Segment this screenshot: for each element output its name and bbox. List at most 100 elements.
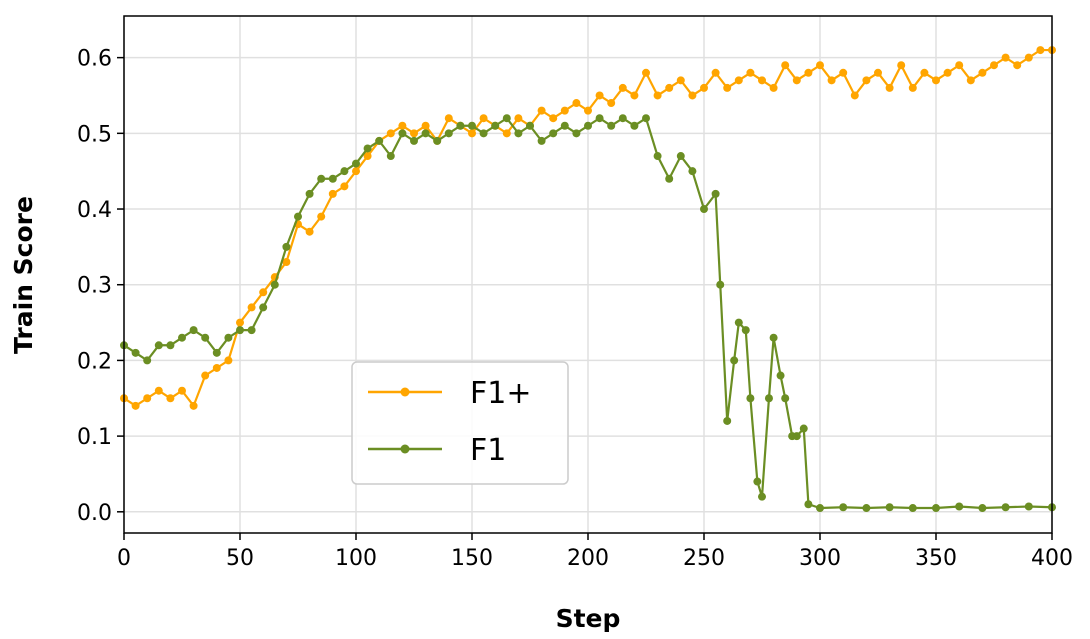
data-point xyxy=(716,280,725,289)
x-tick-label: 400 xyxy=(1031,546,1073,571)
x-tick-label: 200 xyxy=(567,546,609,571)
data-point xyxy=(753,477,762,486)
data-point xyxy=(282,242,291,251)
data-point xyxy=(769,83,778,92)
data-point xyxy=(1013,61,1022,70)
x-axis-label: Step xyxy=(556,604,621,633)
data-point xyxy=(630,121,639,130)
data-point xyxy=(143,394,152,403)
data-point xyxy=(700,205,708,214)
data-point xyxy=(799,424,808,433)
data-point xyxy=(154,386,163,395)
data-point xyxy=(201,333,210,342)
data-point xyxy=(908,83,917,92)
legend-marker-f1 xyxy=(400,444,410,454)
data-point xyxy=(178,386,186,395)
data-point xyxy=(537,136,546,145)
data-point xyxy=(270,280,279,289)
data-point xyxy=(363,152,372,161)
series-f1 xyxy=(120,114,1056,513)
data-point xyxy=(595,114,604,123)
data-point xyxy=(410,129,418,138)
data-point xyxy=(236,318,244,327)
data-point xyxy=(723,83,732,92)
data-point xyxy=(734,76,743,85)
data-point xyxy=(839,68,848,77)
data-point xyxy=(317,174,326,183)
y-tick-label: 0.1 xyxy=(77,425,112,450)
data-point xyxy=(676,152,685,161)
data-point xyxy=(862,504,871,513)
data-point xyxy=(932,76,940,85)
data-point xyxy=(966,76,975,85)
data-point xyxy=(421,129,430,138)
data-point xyxy=(730,356,739,365)
data-point xyxy=(224,333,233,342)
x-tick-label: 0 xyxy=(117,546,131,571)
data-point xyxy=(978,504,987,513)
y-axis-label: Train Score xyxy=(9,196,38,354)
data-point xyxy=(352,159,360,168)
data-point xyxy=(584,106,592,115)
data-point xyxy=(723,416,732,425)
data-point xyxy=(305,227,314,236)
data-point xyxy=(421,121,430,130)
data-point xyxy=(1024,53,1033,62)
data-point xyxy=(537,106,546,115)
x-tick-label: 50 xyxy=(226,546,254,571)
data-point xyxy=(236,326,244,335)
data-point xyxy=(456,121,465,130)
data-point xyxy=(247,303,256,312)
data-point xyxy=(792,76,801,85)
data-point xyxy=(259,288,268,297)
data-point xyxy=(850,91,859,100)
data-point xyxy=(741,326,750,335)
data-point xyxy=(908,504,917,513)
data-point xyxy=(398,121,407,130)
data-point xyxy=(711,189,720,198)
data-point xyxy=(1036,46,1045,55)
data-point xyxy=(560,106,569,115)
data-point xyxy=(758,76,766,85)
data-point xyxy=(584,121,592,130)
data-point xyxy=(224,356,233,365)
y-tick-label: 0.0 xyxy=(77,501,112,526)
data-point xyxy=(479,129,488,138)
data-point xyxy=(189,401,198,410)
data-point xyxy=(352,167,360,176)
data-point xyxy=(282,258,291,267)
data-point xyxy=(874,68,882,77)
data-point xyxy=(259,303,268,312)
data-point xyxy=(653,91,662,100)
data-point xyxy=(816,61,824,70)
data-point xyxy=(1001,53,1010,62)
data-point xyxy=(839,503,848,512)
data-point xyxy=(642,114,650,123)
data-point xyxy=(560,121,569,130)
data-point xyxy=(816,504,824,513)
data-point xyxy=(305,189,314,198)
data-point xyxy=(978,68,987,77)
data-point xyxy=(642,68,650,77)
data-point xyxy=(549,114,558,123)
data-point xyxy=(676,76,685,85)
data-point xyxy=(781,61,790,70)
data-point xyxy=(363,144,372,153)
x-tick-label: 250 xyxy=(683,546,725,571)
x-tick-label: 150 xyxy=(451,546,493,571)
data-point xyxy=(201,371,210,380)
x-tick-label: 100 xyxy=(335,546,377,571)
data-point xyxy=(804,68,813,77)
y-tick-label: 0.5 xyxy=(77,122,112,147)
data-point xyxy=(665,174,674,183)
data-point xyxy=(328,189,337,198)
data-point xyxy=(630,91,639,100)
data-point xyxy=(386,152,395,161)
data-point xyxy=(990,61,998,70)
data-point xyxy=(897,61,906,70)
data-point xyxy=(932,504,940,513)
grid xyxy=(123,16,1053,533)
data-point xyxy=(468,129,476,138)
data-point xyxy=(572,129,581,138)
